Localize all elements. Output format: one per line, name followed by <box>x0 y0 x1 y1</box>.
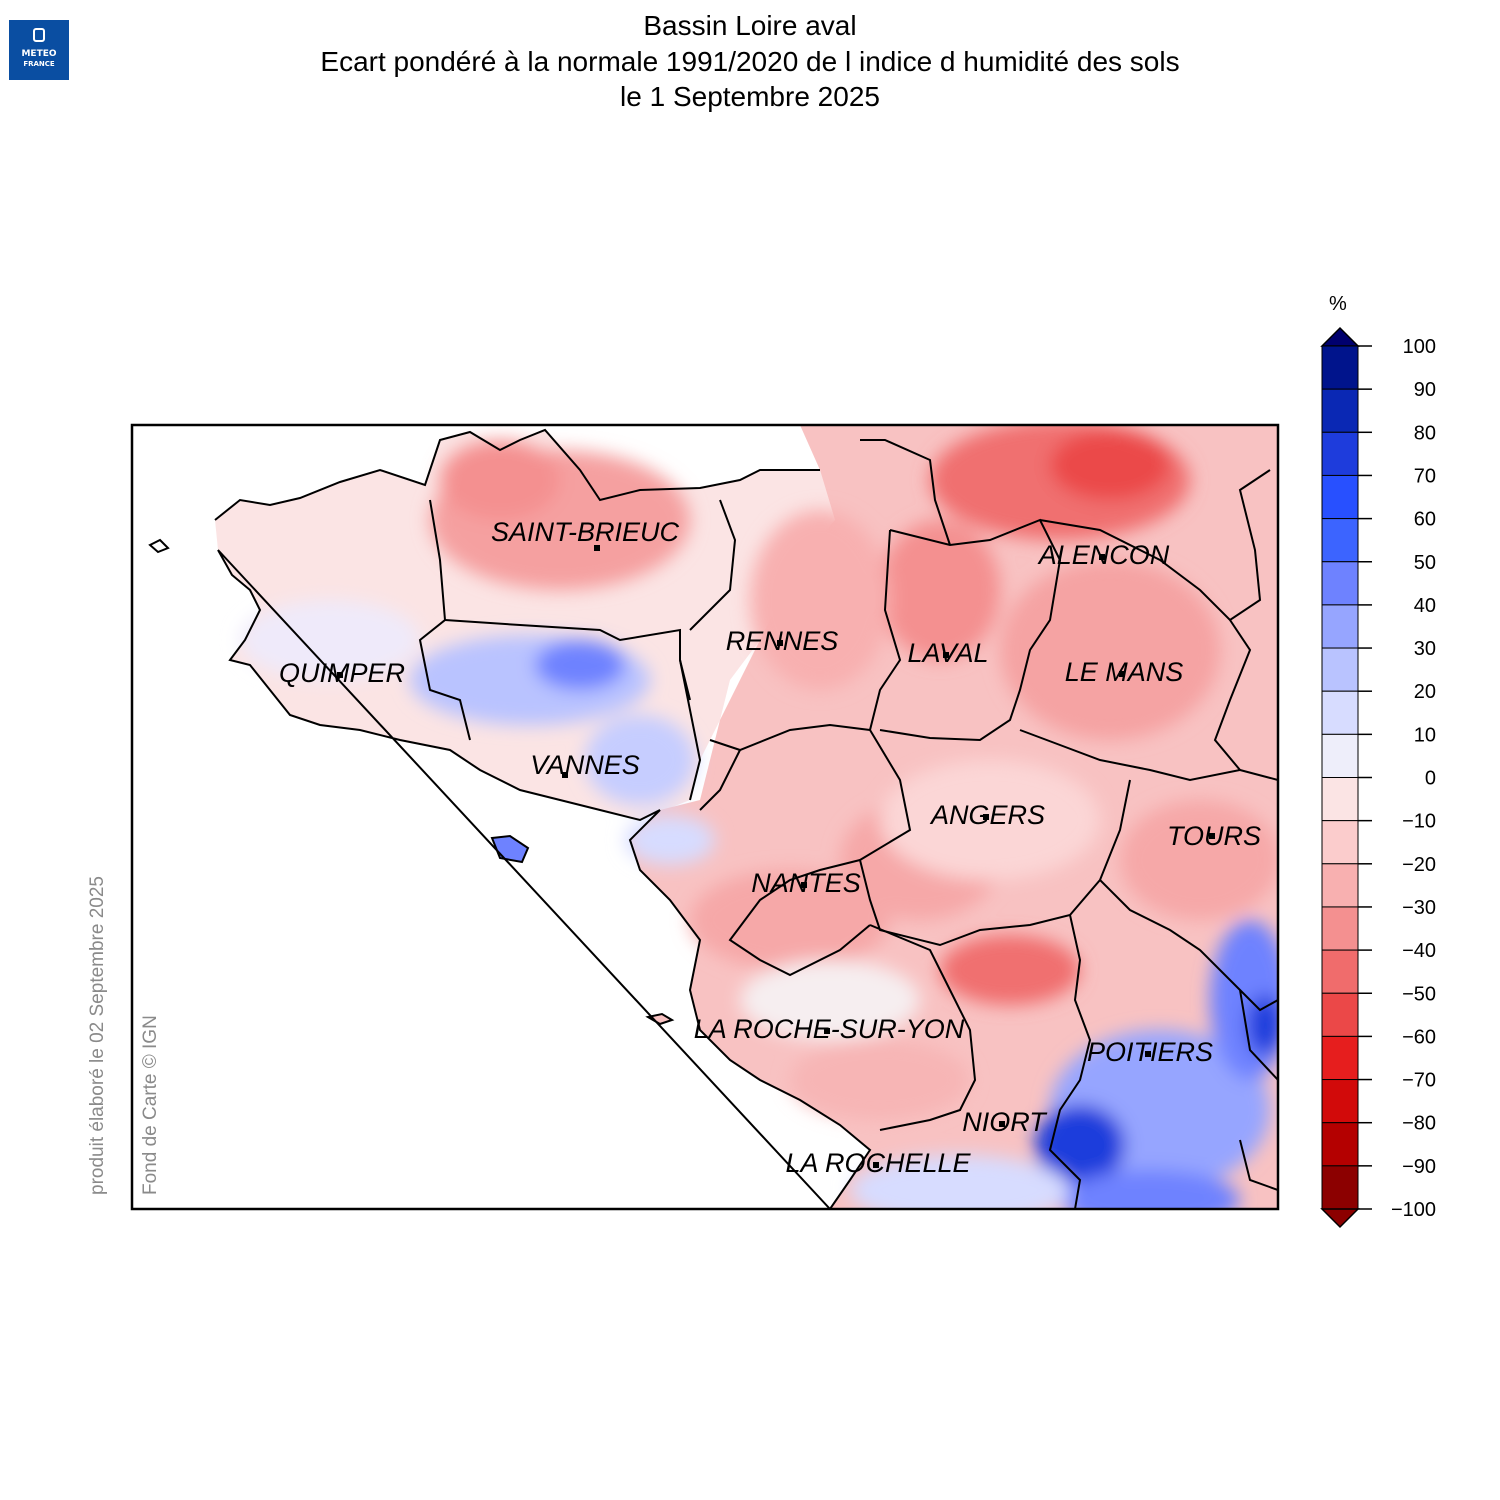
city-marker-icon <box>983 814 989 820</box>
city-marker-icon <box>824 1028 830 1034</box>
city-label: ANGERS <box>929 800 1045 830</box>
city-label: POITIERS <box>1087 1037 1213 1067</box>
city-label: TOURS <box>1167 821 1261 851</box>
colorbar-tick-label: 90 <box>1414 379 1436 401</box>
city-marker-icon <box>562 772 568 778</box>
colorbar-swatch <box>1321 1122 1359 1167</box>
city-label: RENNES <box>726 626 839 656</box>
colorbar-swatch <box>1321 1035 1359 1081</box>
dept-boundary-sarthe <box>1019 619 1252 782</box>
map-area <box>132 425 1278 1209</box>
city-marker-icon <box>777 640 783 646</box>
city-label: VANNES <box>530 750 640 780</box>
colorbar-tick-label: 50 <box>1414 552 1436 574</box>
colorbar-swatch <box>1321 863 1359 908</box>
colorbar-tick-label: 40 <box>1414 595 1436 617</box>
logo-text-line2: FRANCE <box>23 60 55 68</box>
colorbar-tick-label: −40 <box>1402 940 1436 962</box>
colorbar-tick-label: 0 <box>1425 768 1436 790</box>
colorbar-tick-label: 70 <box>1414 465 1436 487</box>
logo-mark-icon <box>33 28 45 42</box>
colorbar-tick-label: 80 <box>1414 422 1436 444</box>
dept-boundary-deux-sevres <box>1048 914 1092 1209</box>
city-label: ALENCON <box>1037 540 1170 570</box>
city-marker-icon <box>1209 833 1215 839</box>
colorbar-swatch <box>1321 690 1359 735</box>
map-frame <box>130 423 1280 1211</box>
colorbar-tick-label: 60 <box>1414 509 1436 531</box>
city-marker-icon <box>1099 554 1105 560</box>
colorbar-swatch <box>1321 949 1359 994</box>
colorbar-tick-label: 20 <box>1414 681 1436 703</box>
colorbar-swatch <box>1321 561 1359 606</box>
city-marker-icon <box>943 652 949 658</box>
meteo-france-logo: METEO FRANCE <box>9 20 69 80</box>
colorbar-tick-label: −80 <box>1402 1113 1436 1135</box>
colorbar-tick-label: −60 <box>1402 1026 1436 1048</box>
dept-boundary-morbihan <box>679 659 702 801</box>
islands <box>148 538 675 1026</box>
city-label: LA ROCHELLE <box>785 1148 971 1178</box>
logo-text-line1: METEO <box>21 49 57 59</box>
colorbar-swatch <box>1321 474 1359 520</box>
map-subtitle: Ecart pondéré à la normale 1991/2020 de … <box>320 46 1180 77</box>
colorbar-swatch <box>1321 431 1359 476</box>
map-title: Bassin Loire aval <box>643 10 857 41</box>
basemap-credit: Fond de Carte © IGN <box>140 1015 161 1195</box>
colorbar-swatch <box>1321 647 1359 692</box>
colorbar-tick-label: −70 <box>1402 1070 1436 1092</box>
colorbar-tick-label: −10 <box>1402 811 1436 833</box>
colorbar-tick-label: −50 <box>1402 983 1436 1005</box>
colorbar-swatch <box>1321 345 1359 390</box>
city-marker-icon <box>999 1121 1005 1127</box>
colorbar-swatch <box>1321 733 1359 778</box>
colorbar-swatch <box>1321 820 1359 865</box>
colorbar-top-arrow <box>1320 326 1360 347</box>
city-marker-icon <box>337 672 343 678</box>
dept-boundary-vendee <box>869 924 977 1131</box>
dept-boundary-indre-loire <box>1239 769 1278 1191</box>
colorbar-swatch <box>1321 604 1359 649</box>
city-marker-icon <box>594 545 600 551</box>
colorbar-legend: 1009080706050403020100−10−20−30−40−50−60… <box>1320 326 1436 1229</box>
colorbar-swatch <box>1321 388 1359 433</box>
colorbar-tick-label: 10 <box>1414 724 1436 746</box>
city-marker-icon <box>1145 1051 1151 1057</box>
city-label: LA ROCHE-SUR-YON <box>694 1014 965 1044</box>
dept-boundary-vienne <box>1099 879 1278 1081</box>
city-label: QUIMPER <box>279 658 405 688</box>
city-label: NIORT <box>962 1107 1048 1137</box>
city-label: NANTES <box>751 868 861 898</box>
legend-unit: % <box>1329 293 1347 315</box>
city-label: LE MANS <box>1065 657 1184 687</box>
colorbar-tick-label: 100 <box>1403 336 1436 358</box>
city-label: SAINT-BRIEUC <box>491 517 680 547</box>
colorbar-swatch <box>1321 1079 1359 1124</box>
colorbar-swatch <box>1321 992 1359 1037</box>
city-marker-icon <box>801 882 807 888</box>
colorbar-swatch <box>1321 1165 1359 1210</box>
city-label: LAVAL <box>907 638 988 668</box>
colorbar-tick-label: −20 <box>1402 854 1436 876</box>
colorbar-swatch <box>1321 906 1359 951</box>
colorbar-swatch <box>1321 518 1359 563</box>
anomaly-patches <box>240 425 1278 1209</box>
city-marker-icon <box>873 1162 879 1168</box>
colorbar-tick-label: −90 <box>1402 1156 1436 1178</box>
boundaries <box>214 428 1278 1209</box>
city-marker-icon <box>1119 671 1125 677</box>
city-labels: SAINT-BRIEUC QUIMPER VANNES RENNES LAVAL ALEN… <box>279 517 1261 1178</box>
production-date-credit: produit élaboré le 02 Septembre 2025 <box>87 875 108 1195</box>
colorbar-bottom-arrow <box>1320 1208 1360 1229</box>
dept-boundary-finistere <box>418 499 471 741</box>
colorbar-tick-label: 30 <box>1414 638 1436 660</box>
dept-boundary-mayenne <box>879 518 1062 742</box>
coastline <box>214 428 872 1209</box>
colorbar-swatch <box>1321 777 1359 822</box>
map-date: le 1 Septembre 2025 <box>620 81 880 112</box>
colorbar-tick-label: −30 <box>1402 897 1436 919</box>
dept-boundary-loire-atl <box>699 749 871 977</box>
colorbar-tick-label: −100 <box>1391 1199 1436 1221</box>
